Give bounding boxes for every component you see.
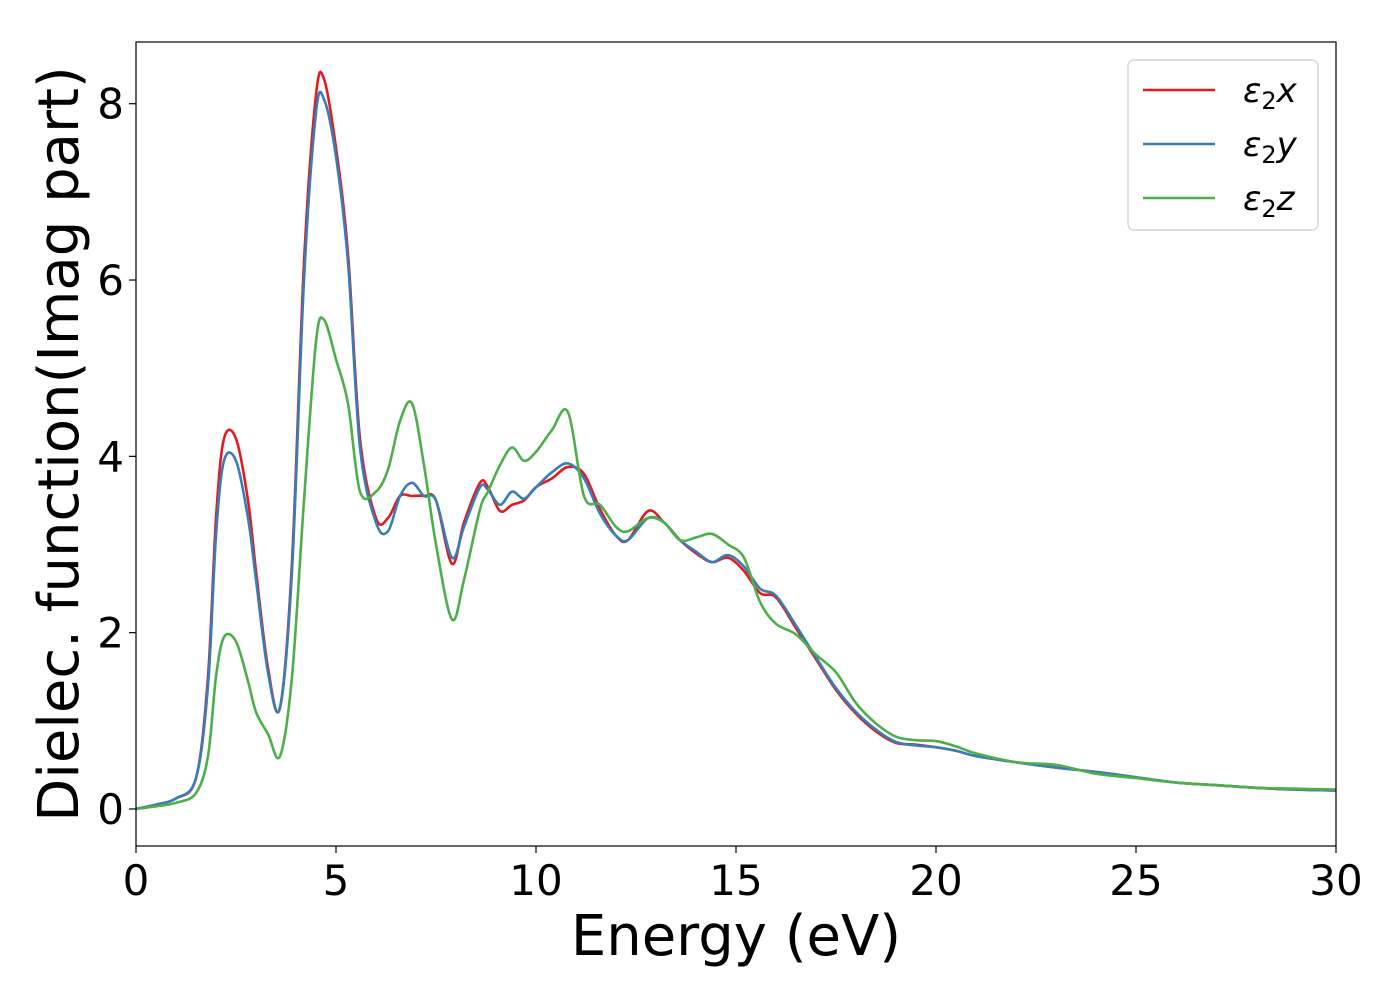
y-tick-label: 6 bbox=[97, 256, 124, 305]
x-axis-label: Energy (eV) bbox=[571, 904, 901, 969]
legend: ε2x ε2y ε2z bbox=[1127, 59, 1319, 231]
series-line-y bbox=[136, 90, 1336, 811]
legend-label-x: ε2x bbox=[1243, 71, 1298, 115]
y-tick-label: 4 bbox=[97, 432, 124, 481]
x-tick-label: 20 bbox=[909, 856, 962, 905]
y-tick-label: 8 bbox=[97, 80, 124, 129]
y-tick-label: 2 bbox=[97, 609, 124, 658]
x-tick-label: 30 bbox=[1309, 856, 1362, 905]
x-tick-label: 0 bbox=[123, 856, 150, 905]
legend-label-z: ε2z bbox=[1243, 179, 1296, 223]
x-tick-label: 10 bbox=[509, 856, 562, 905]
ticks-layer: 0 5 10 15 20 25 30 0 2 4 6 8 bbox=[97, 80, 1362, 905]
legend-label-y: ε2y bbox=[1243, 125, 1298, 169]
y-tick-label: 0 bbox=[97, 785, 124, 834]
series-layer bbox=[136, 70, 1336, 811]
series-line-z bbox=[136, 316, 1336, 811]
x-tick-label: 15 bbox=[709, 856, 762, 905]
x-tick-label: 5 bbox=[323, 856, 350, 905]
x-tick-label: 25 bbox=[1109, 856, 1162, 905]
y-axis-label: Dielec. function(Imag part) bbox=[27, 66, 92, 822]
legend-box bbox=[1127, 59, 1319, 231]
